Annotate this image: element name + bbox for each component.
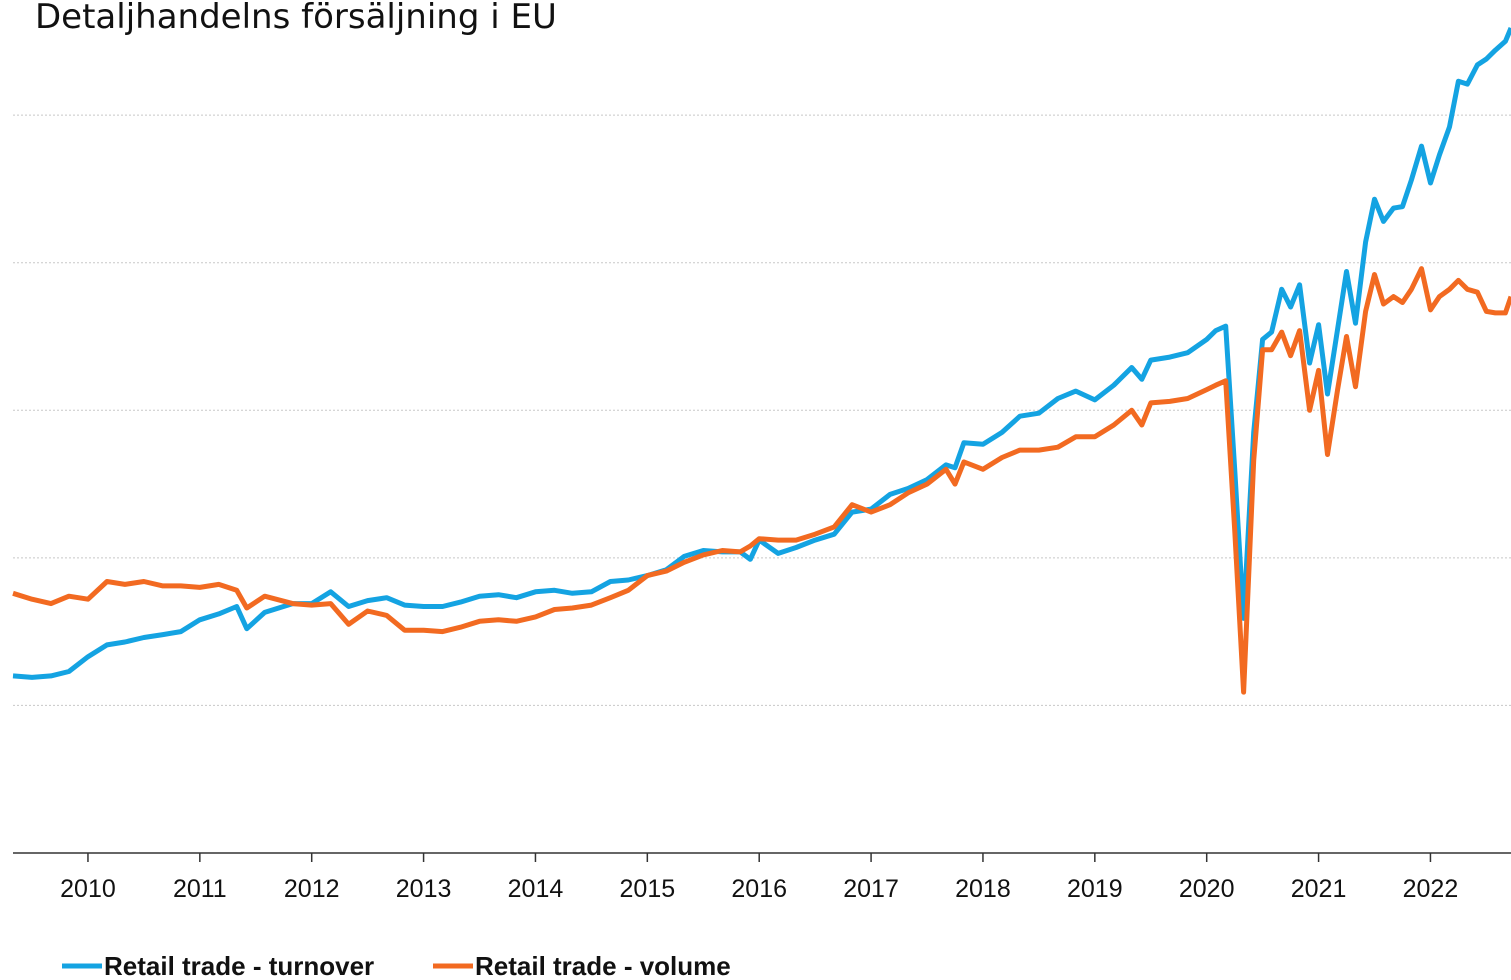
x-tick-label: 2011: [173, 875, 227, 903]
chart-title: Detaljhandelns försäljning i EU: [35, 0, 557, 37]
x-tick-label: 2012: [284, 875, 340, 903]
x-tick-label: 2019: [1067, 875, 1123, 903]
x-tick-label: 2017: [843, 875, 899, 903]
x-tick-label: 2020: [1179, 875, 1235, 903]
x-tick-label: 2015: [620, 875, 676, 903]
series-line: [12, 266, 1511, 695]
x-tick-label: 2014: [508, 875, 564, 903]
x-tick-label: 2021: [1291, 875, 1347, 903]
legend-label: Retail trade - turnover: [104, 951, 374, 980]
legend-label: Retail trade - volume: [475, 951, 731, 980]
series-line: [12, 27, 1511, 680]
x-tick-label: 2016: [731, 875, 787, 903]
x-tick-label: 2022: [1403, 875, 1459, 903]
x-tick-label: 2010: [60, 875, 116, 903]
x-tick-label: 2013: [396, 875, 452, 903]
x-tick-label: 2018: [955, 875, 1011, 903]
